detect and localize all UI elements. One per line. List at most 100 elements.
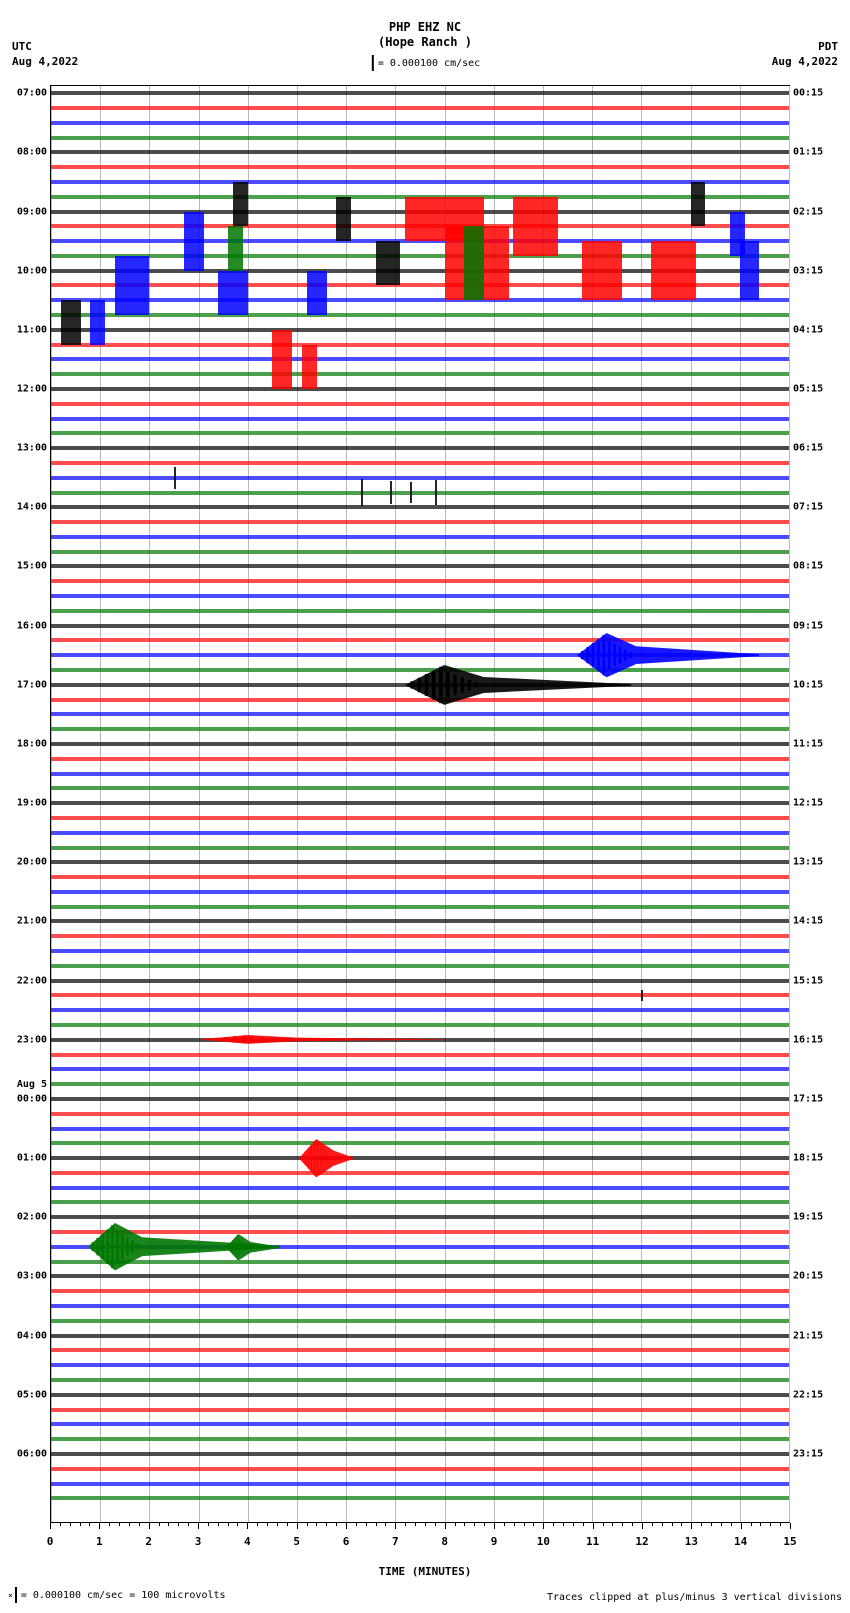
pdt-hour-label: 02:15	[793, 206, 823, 217]
xtick-minor	[208, 1523, 209, 1526]
xtick-minor	[681, 1523, 682, 1526]
xtick-minor	[109, 1523, 110, 1526]
trace-noise	[51, 402, 789, 406]
utc-hour-label: 08:00	[17, 147, 47, 158]
trace-noise	[51, 1023, 789, 1027]
trace-noise	[51, 1467, 789, 1471]
utc-hour-label: 09:00	[17, 206, 47, 217]
xtick-minor	[356, 1523, 357, 1526]
xtick-minor	[178, 1523, 179, 1526]
trace-noise	[51, 594, 789, 598]
trace-noise	[51, 919, 789, 923]
xtick-minor	[672, 1523, 673, 1526]
day-label-left: Aug 5	[17, 1079, 47, 1090]
xtick-minor	[425, 1523, 426, 1526]
trace-noise	[51, 1053, 789, 1057]
utc-hour-label: 22:00	[17, 975, 47, 986]
trace-noise	[51, 624, 789, 628]
trace-noise	[51, 1348, 789, 1352]
trace-noise	[51, 1482, 789, 1486]
pdt-hour-label: 13:15	[793, 857, 823, 868]
xtick-minor	[70, 1523, 71, 1526]
utc-hour-label: 07:00	[17, 88, 47, 99]
xtick-label: 1	[96, 1535, 103, 1548]
xtick-minor	[474, 1523, 475, 1526]
grid-line	[789, 86, 790, 1522]
trace-noise	[51, 875, 789, 879]
utc-hour-label: 01:00	[17, 1153, 47, 1164]
xtick-minor	[287, 1523, 288, 1526]
noise-burst	[115, 256, 149, 315]
xtick-label: 9	[491, 1535, 498, 1548]
pdt-hour-label: 01:15	[793, 147, 823, 158]
trace-noise	[51, 890, 789, 894]
trace-noise	[51, 180, 789, 184]
xtick-minor	[553, 1523, 554, 1526]
utc-hour-label: 06:00	[17, 1448, 47, 1459]
xtick-label: 12	[635, 1535, 648, 1548]
trace-noise	[51, 1008, 789, 1012]
trace-noise	[51, 1363, 789, 1367]
xtick-mark	[593, 1523, 594, 1529]
xtick-mark	[247, 1523, 248, 1529]
xtick-minor	[622, 1523, 623, 1526]
xtick-minor	[277, 1523, 278, 1526]
xtick-minor	[168, 1523, 169, 1526]
scale-indicator: = 0.000100 cm/sec	[370, 55, 480, 71]
pdt-hour-label: 14:15	[793, 916, 823, 927]
xtick-minor	[711, 1523, 712, 1526]
xtick-mark	[642, 1523, 643, 1529]
xtick-mark	[543, 1523, 544, 1529]
trace-noise	[51, 1112, 789, 1116]
xtick-mark	[50, 1523, 51, 1529]
xtick-minor	[376, 1523, 377, 1526]
trace-noise	[51, 520, 789, 524]
pdt-hour-label: 17:15	[793, 1093, 823, 1104]
location-header: (Hope Ranch )	[0, 35, 850, 49]
trace-noise	[51, 121, 789, 125]
utc-hour-label: 23:00	[17, 1034, 47, 1045]
date-right-label: Aug 4,2022	[772, 55, 838, 68]
xtick-label: 11	[586, 1535, 599, 1548]
trace-noise	[51, 491, 789, 495]
utc-hour-label: 10:00	[17, 265, 47, 276]
xtick-minor	[760, 1523, 761, 1526]
pdt-hour-label: 06:15	[793, 443, 823, 454]
pdt-hour-label: 21:15	[793, 1330, 823, 1341]
trace-noise	[51, 1437, 789, 1441]
noise-burst	[740, 241, 760, 300]
xtick-minor	[307, 1523, 308, 1526]
spike	[410, 482, 412, 503]
xtick-label: 10	[537, 1535, 550, 1548]
xtick-mark	[198, 1523, 199, 1529]
trace-noise	[51, 786, 789, 790]
seismic-event	[199, 1035, 445, 1044]
xtick-label: 14	[734, 1535, 747, 1548]
trace-noise	[51, 1200, 789, 1204]
xtick-minor	[504, 1523, 505, 1526]
trace-noise	[51, 1408, 789, 1412]
noise-burst	[61, 300, 81, 344]
trace-noise	[51, 846, 789, 850]
pdt-hour-label: 12:15	[793, 798, 823, 809]
tz-left-label: UTC	[12, 40, 32, 53]
trace-noise	[51, 91, 789, 95]
xtick-minor	[721, 1523, 722, 1526]
utc-hour-label: 19:00	[17, 798, 47, 809]
xtick-minor	[336, 1523, 337, 1526]
xtick-minor	[652, 1523, 653, 1526]
xtick-minor	[731, 1523, 732, 1526]
utc-hour-label: 03:00	[17, 1271, 47, 1282]
trace-noise	[51, 757, 789, 761]
trace-noise	[51, 1496, 789, 1500]
xtick-label: 8	[441, 1535, 448, 1548]
pdt-hour-label: 04:15	[793, 324, 823, 335]
noise-burst	[302, 345, 317, 389]
pdt-hour-label: 22:15	[793, 1389, 823, 1400]
pdt-hour-label: 23:15	[793, 1448, 823, 1459]
xtick-mark	[741, 1523, 742, 1529]
noise-burst	[513, 197, 557, 256]
pdt-hour-label: 11:15	[793, 738, 823, 749]
pdt-hour-label: 09:15	[793, 620, 823, 631]
xtick-minor	[662, 1523, 663, 1526]
